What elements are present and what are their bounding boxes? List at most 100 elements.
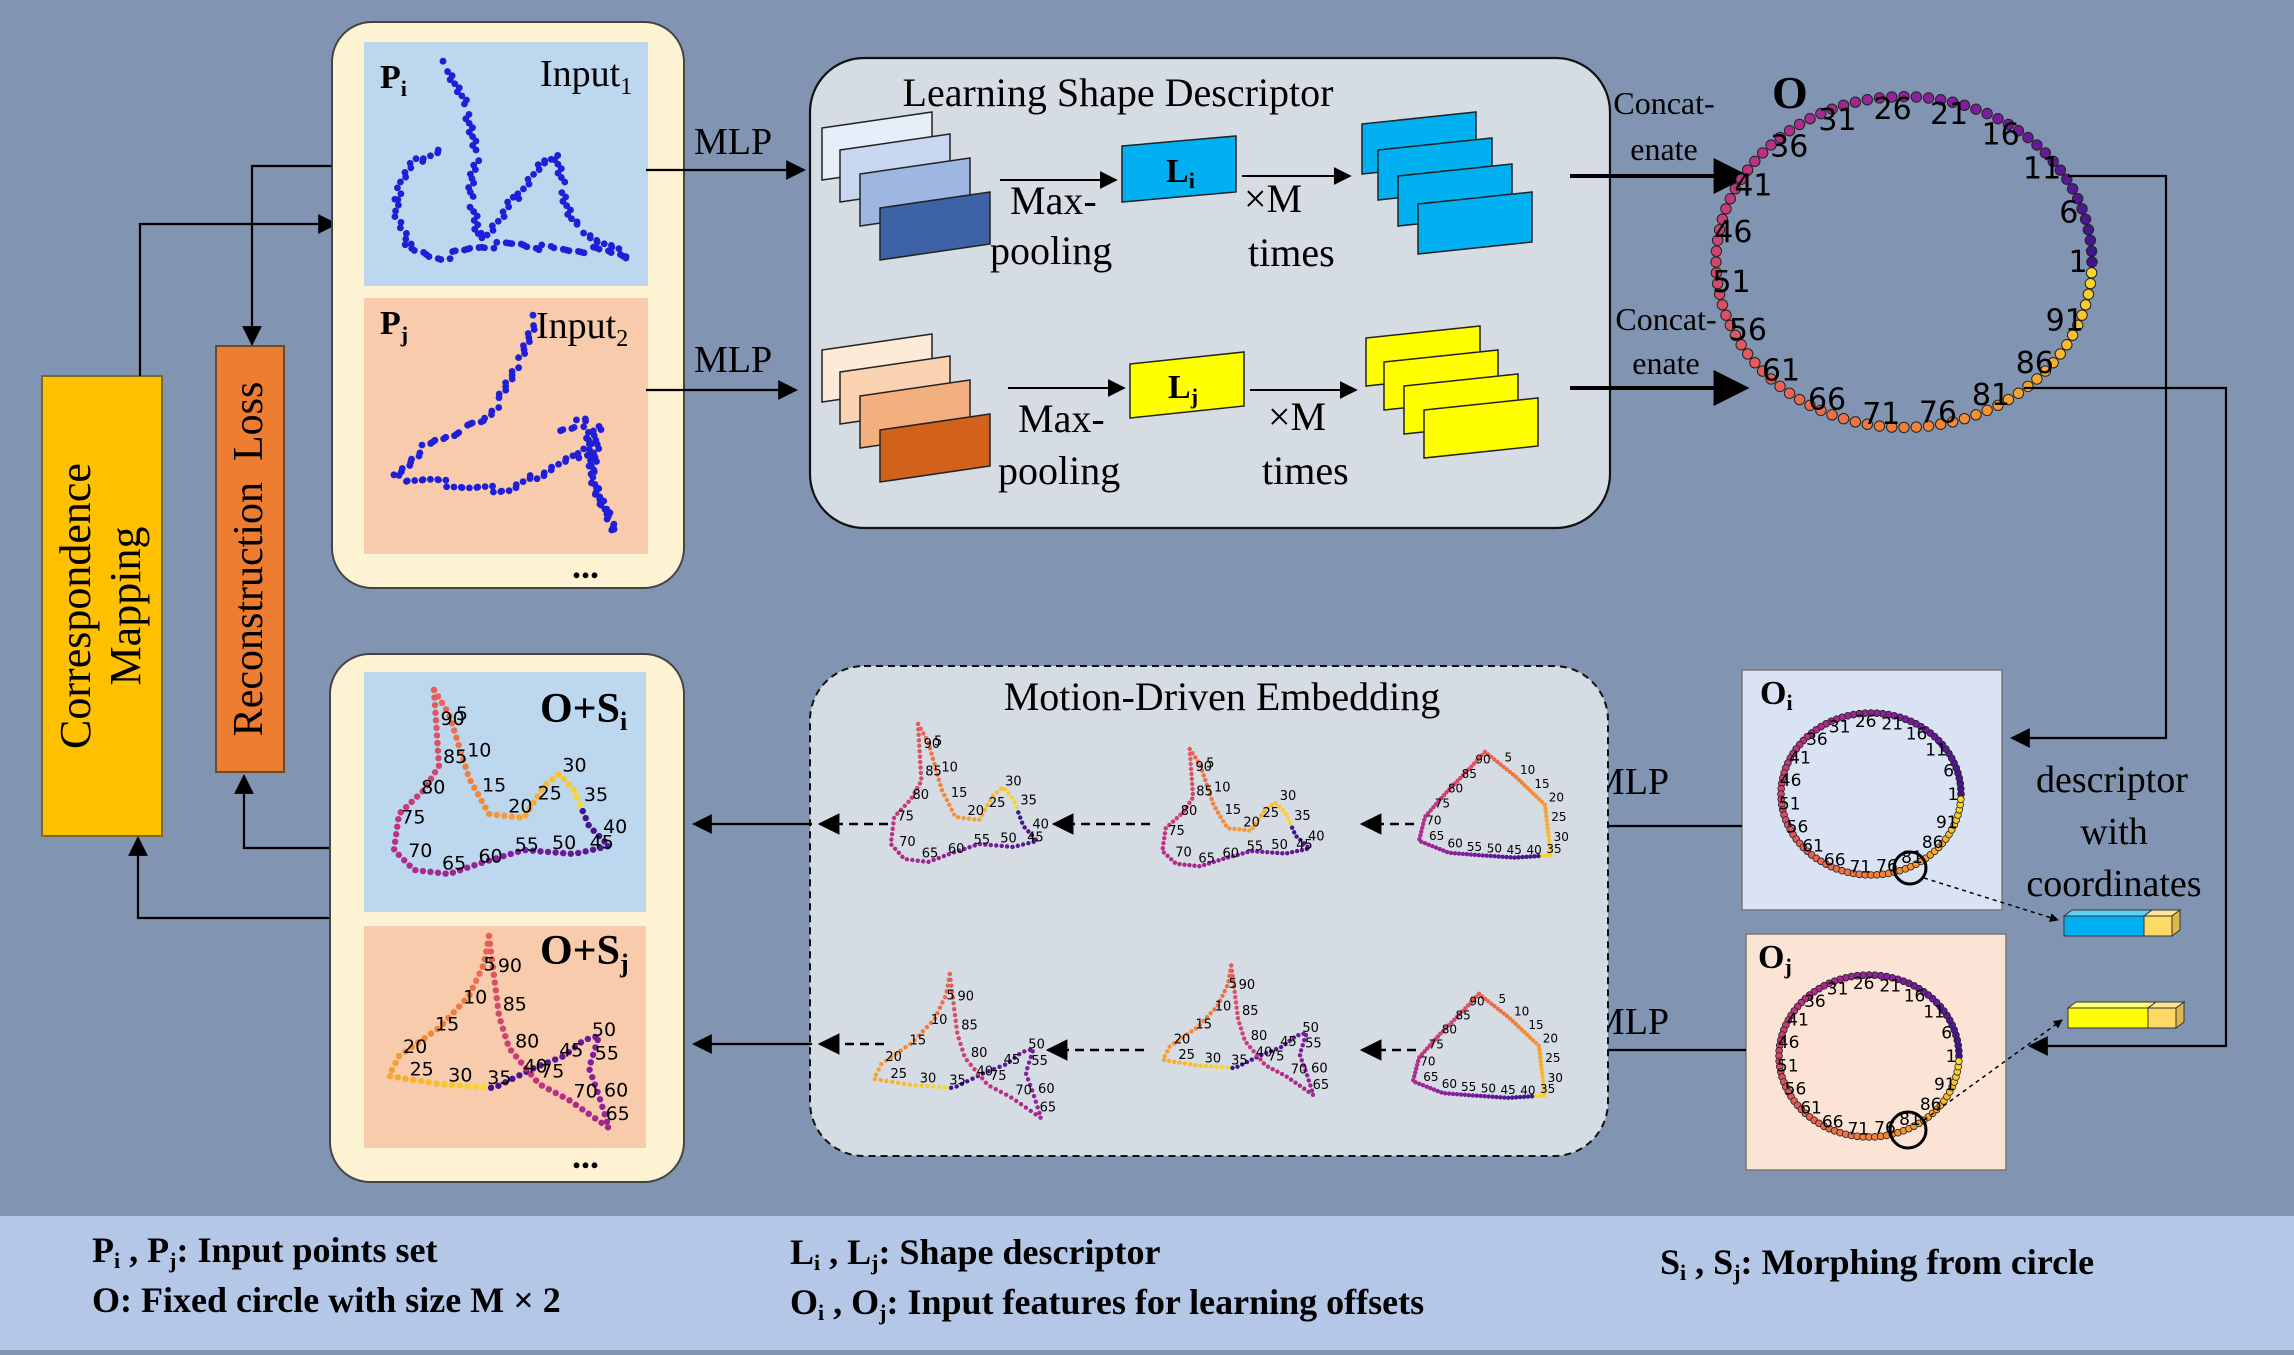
morph-point [1431,1087,1437,1092]
circle-o-point [1729,183,1742,195]
morph-point [1004,844,1010,849]
morph-point [1488,853,1493,859]
morph-point [450,1009,457,1016]
morph-point [1522,783,1527,788]
morph-point [532,1077,540,1084]
morph-point [492,987,499,994]
morph-point [1206,787,1211,792]
morph-point [1273,1046,1279,1052]
morph-point [1235,1064,1240,1069]
morph-point [466,991,473,999]
morph-tick: 5 [1229,977,1237,992]
small-circle-tick: 11 [1925,741,1947,761]
input-point [464,421,472,429]
morph-point [1172,1059,1177,1065]
morph-point [1471,761,1477,766]
morph-point [977,841,983,847]
morph-point [1177,861,1182,867]
morph-point [469,984,477,992]
circle-o-point [2047,357,2059,369]
morph-point [966,816,972,821]
morph-point [434,869,442,876]
morph-point [480,1084,487,1091]
morph-point [908,1041,913,1047]
morph-point [916,732,921,738]
morph-point [1244,1059,1250,1065]
morph-point [456,866,464,874]
circle-o-point [1886,421,1898,433]
morph-point [918,765,923,770]
morph-tick: 45 [1500,1083,1515,1097]
morph-point [1237,827,1242,832]
circle-o-point [1898,90,1910,103]
morph-point [471,784,478,791]
morph-point [959,1081,965,1087]
reconstruction-loss-bar: Reconstruction Loss [215,345,285,773]
morph-point [954,1084,959,1089]
morph-tick: 65 [1313,1078,1330,1093]
morph-point [544,1059,552,1066]
output-more-ellipsis: ... [572,1136,599,1176]
morph-point [592,1044,599,1051]
morph-point [1029,1088,1035,1093]
morph-point [500,852,507,860]
morph-point [1009,1095,1014,1100]
input-point [395,472,403,479]
morph-point [402,803,410,811]
morph-point [926,859,931,865]
morph-point [1038,1115,1043,1120]
morph-point [1224,984,1230,989]
morph-point [1240,1062,1245,1067]
circle-o-point [2082,224,2095,236]
morph-point [1165,853,1170,859]
morph-tick: 10 [1520,763,1535,777]
yellow-coordinate-bar [2066,1001,2186,1029]
morph-tick: 25 [1263,806,1280,821]
morph-point [964,1058,970,1063]
morph-point [1419,829,1424,834]
morph-point [538,786,545,793]
morph-point [467,777,474,785]
morph-point [1543,806,1548,811]
input-point [521,350,529,358]
circle-o-point [1710,267,1723,279]
input-point [443,483,451,491]
small-circle-tick: 71 [1847,1119,1869,1139]
morph-point [412,866,419,874]
morph-tick: 35 [1540,1082,1555,1096]
morph-tick: 10 [931,1013,948,1028]
morph-point [957,848,962,853]
morph-point [499,1025,507,1032]
morph-point [455,1003,463,1010]
morph-point [1247,828,1252,833]
morph-point [432,717,440,724]
morph-point [582,814,589,822]
morph-point [1464,852,1470,857]
morph-tick: 75 [990,1069,1007,1084]
morph-point [394,1074,402,1081]
input-point [401,169,409,176]
morph-point [509,1075,516,1083]
morph-tick: 50 [1302,1021,1319,1036]
morph-point [1209,796,1214,802]
morph-point [917,781,923,786]
times-top-line1: ×M [1244,176,1302,221]
morph-tick: 85 [961,1019,978,1034]
morph-point [1161,1057,1167,1063]
morph-point [1545,822,1550,827]
morph-point [538,1082,546,1089]
input-point [427,152,434,160]
morph-point [545,1086,553,1093]
circle-o-point [2039,147,2052,159]
morph-point [903,1045,908,1050]
morph-point [1283,1042,1288,1047]
morph-point [1219,1064,1225,1070]
morph-point [482,804,489,811]
osi-area [364,672,646,912]
small-circle-tick: 56 [1787,817,1809,837]
morph-point [1495,1006,1500,1011]
morph-point [1240,1031,1245,1036]
morph-point [1417,837,1422,842]
morph-point [1180,1035,1185,1040]
circle-o-point [1849,96,1862,108]
